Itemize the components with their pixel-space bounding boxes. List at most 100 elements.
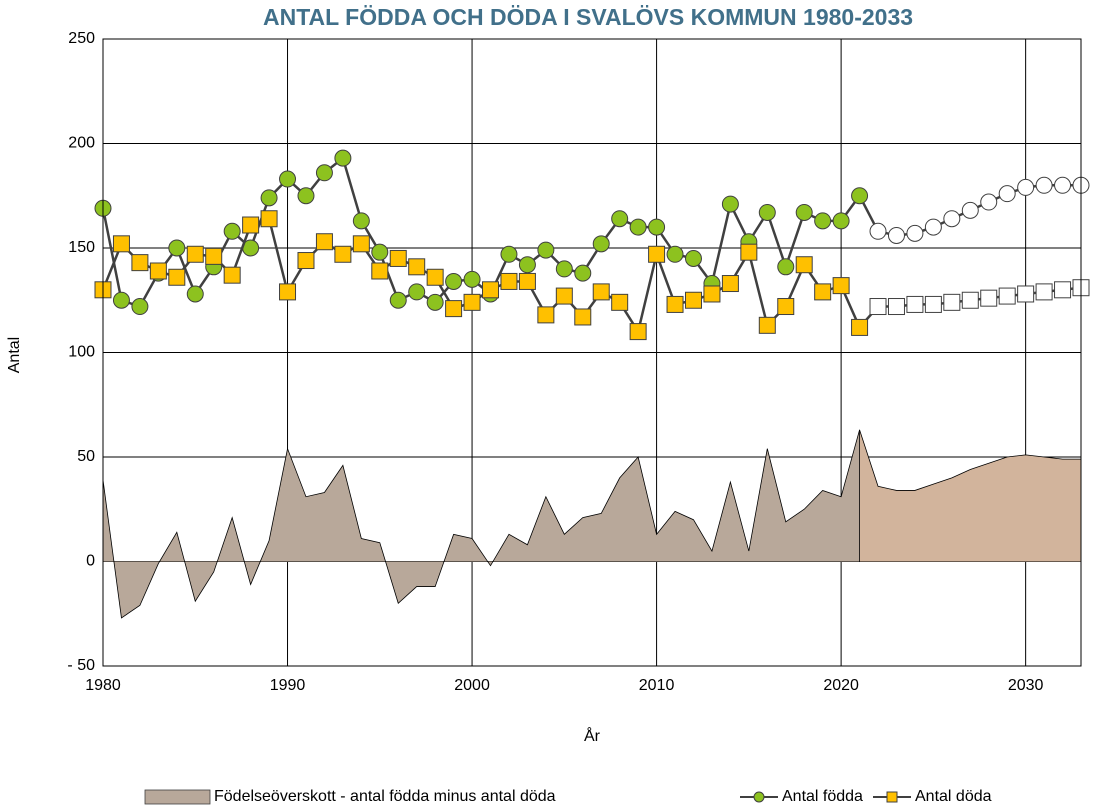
marker [980, 193, 998, 211]
marker [629, 323, 647, 341]
marker [500, 272, 518, 290]
marker [297, 187, 315, 205]
legend-label: Antal födda [782, 788, 863, 805]
y-tick-label: 100 [68, 344, 95, 361]
marker [518, 256, 536, 274]
marker [279, 170, 297, 188]
marker [186, 245, 204, 263]
marker [131, 298, 149, 316]
marker [684, 249, 702, 267]
marker [389, 249, 407, 267]
x-tick-label: 2030 [1008, 677, 1044, 694]
marker [352, 235, 370, 253]
marker [408, 258, 426, 276]
marker [814, 212, 832, 230]
marker [463, 270, 481, 288]
y-axis-label: Antal [6, 337, 23, 373]
y-tick-label: 250 [68, 30, 95, 47]
marker [777, 258, 795, 276]
marker [149, 262, 167, 280]
marker [795, 203, 813, 221]
marker [334, 245, 352, 263]
marker [961, 291, 979, 309]
forecast-area [859, 429, 1081, 562]
marker [205, 247, 223, 265]
marker [112, 291, 130, 309]
marker [666, 245, 684, 263]
marker [943, 293, 961, 311]
marker [943, 210, 961, 228]
marker [574, 264, 592, 282]
marker [961, 201, 979, 219]
area-edge [102, 429, 860, 619]
marker [223, 222, 241, 240]
marker [1035, 176, 1053, 194]
x-axis-label: År [584, 726, 601, 745]
marker [832, 212, 850, 230]
marker [758, 316, 776, 334]
marker [445, 300, 463, 318]
marker [740, 243, 758, 261]
marker [1035, 283, 1053, 301]
marker [924, 295, 942, 313]
marker [371, 262, 389, 280]
y-tick-label: 50 [77, 448, 95, 465]
marker [555, 260, 573, 278]
marker [279, 283, 297, 301]
marker [260, 210, 278, 228]
marker [592, 235, 610, 253]
marker [887, 298, 905, 316]
marker [131, 254, 149, 272]
marker [537, 241, 555, 259]
marker [1054, 281, 1072, 299]
marker [482, 281, 500, 299]
plot-border [102, 38, 1082, 667]
marker [887, 226, 905, 244]
marker [297, 252, 315, 270]
x-tick-label: 1990 [270, 677, 306, 694]
area [103, 429, 860, 618]
marker [869, 298, 887, 316]
marker [555, 287, 573, 305]
x-tick-label: 2020 [823, 677, 859, 694]
marker [998, 287, 1016, 305]
marker [648, 245, 666, 263]
marker [334, 149, 352, 167]
y-tick-label: 200 [68, 135, 95, 152]
marker [574, 308, 592, 326]
marker [186, 285, 204, 303]
marker [500, 245, 518, 263]
marker [168, 239, 186, 257]
marker [703, 285, 721, 303]
marker [315, 233, 333, 251]
marker [1017, 285, 1035, 303]
marker [777, 298, 795, 316]
marker [869, 222, 887, 240]
legend-marker [886, 791, 898, 803]
x-tick-label: 2010 [639, 677, 675, 694]
marker [998, 185, 1016, 203]
legend-marker [753, 791, 765, 803]
line [101, 217, 1082, 335]
marker [1054, 176, 1072, 194]
marker [260, 189, 278, 207]
marker [611, 210, 629, 228]
marker [832, 277, 850, 295]
marker [223, 266, 241, 284]
legend-swatch [144, 789, 211, 805]
marker [721, 195, 739, 213]
marker [426, 293, 444, 311]
marker [518, 272, 536, 290]
marker [352, 212, 370, 230]
legend-label: Födelseöverskott - antal födda minus ant… [214, 788, 556, 805]
marker [371, 243, 389, 261]
marker [980, 289, 998, 307]
marker [906, 295, 924, 313]
marker [814, 283, 832, 301]
x-tick-label: 2000 [454, 677, 490, 694]
forecast-area-edge [859, 429, 1081, 491]
marker [242, 216, 260, 234]
marker [592, 283, 610, 301]
marker [426, 268, 444, 286]
